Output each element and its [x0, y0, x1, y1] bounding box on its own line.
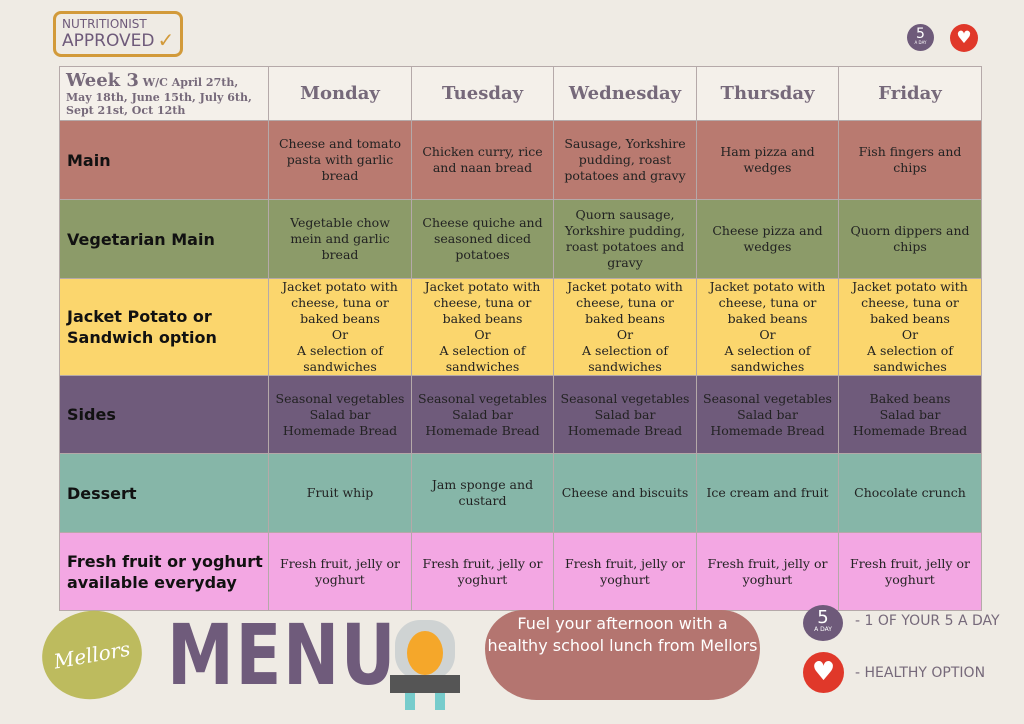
menu-cell: Cheese pizza and wedges [696, 199, 839, 279]
menu-cell: Cheese quiche and seasoned diced potatoe… [411, 199, 554, 279]
badge-line2: APPROVED [62, 31, 155, 51]
menu-cell: Vegetable chow mein and garlic bread [268, 199, 412, 279]
menu-cell: Jam sponge and custard [411, 453, 554, 533]
day-thursday: Thursday [696, 66, 839, 121]
menu-row: Jacket Potato or Sandwich option Jacket p… [59, 278, 982, 376]
menu-cell: Baked beans Salad bar Homemade Bread [838, 375, 982, 454]
legend-healthy-option: - HEALTHY OPTION [855, 665, 986, 681]
speech-bubble: Fuel your afternoon with a healthy schoo… [485, 610, 760, 700]
legend-five-label: A DAY [814, 626, 832, 633]
menu-cell: Quorn dippers and chips [838, 199, 982, 279]
mellors-logo: Mellors [35, 602, 149, 708]
day-wednesday: Wednesday [553, 66, 697, 121]
menu-cell: Seasonal vegetables Salad bar Homemade B… [553, 375, 697, 454]
row-label: Jacket Potato or Sandwich option [59, 278, 269, 376]
menu-cell: Fruit whip [268, 453, 412, 533]
week-header: Week 3 W/C April 27th, May 18th, June 15… [59, 66, 269, 121]
menu-cell: Seasonal vegetables Salad bar Homemade B… [696, 375, 839, 454]
menu-cell: Fresh fruit, jelly or yoghurt [411, 532, 554, 611]
menu-row: Main Cheese and tomato pasta with garlic … [59, 120, 982, 200]
row-label: Fresh fruit or yoghurt available everyda… [59, 532, 269, 611]
menu-row: Fresh fruit or yoghurt available everyda… [59, 532, 982, 611]
row-label: Sides [59, 375, 269, 454]
week-dates: W/C April 27th, May 18th, June 15th, Jul… [66, 75, 252, 117]
badge-line1: NUTRITIONIST [62, 17, 147, 31]
five-num: 5 [916, 26, 925, 42]
menu-cell: Jacket potato with cheese, tuna or baked… [838, 278, 982, 376]
menu-cell: Cheese and tomato pasta with garlic brea… [268, 120, 412, 200]
logo-text: Mellors [52, 636, 132, 674]
menu-cell: Fish fingers and chips [838, 120, 982, 200]
menu-cell: Chicken curry, rice and naan bread [411, 120, 554, 200]
menu-cell: Sausage, Yorkshire pudding, roast potato… [553, 120, 697, 200]
heart-icon: ♥ [950, 24, 978, 52]
day-monday: Monday [268, 66, 412, 121]
bubble-text: Fuel your afternoon with a healthy schoo… [487, 614, 758, 655]
checkmark-icon: ✓ [157, 28, 175, 52]
menu-cell: Jacket potato with cheese, tuna or baked… [553, 278, 697, 376]
row-label: Vegetarian Main [59, 199, 269, 279]
menu-cell: Fresh fruit, jelly or yoghurt [696, 532, 839, 611]
badge-line2-row: APPROVED ✓ [62, 30, 174, 50]
five-label: A DAY [914, 40, 927, 45]
menu-cell: Quorn sausage, Yorkshire pudding, roast … [553, 199, 697, 279]
menu-cell: Fresh fruit, jelly or yoghurt [838, 532, 982, 611]
menu-cell: Jacket potato with cheese, tuna or baked… [696, 278, 839, 376]
menu-row: Vegetarian Main Vegetable chow mein and g… [59, 199, 982, 279]
row-label: Main [59, 120, 269, 200]
menu-cell: Ham pizza and wedges [696, 120, 839, 200]
menu-row: Sides Seasonal vegetables Salad bar Homem… [59, 375, 982, 454]
menu-cell: Seasonal vegetables Salad bar Homemade B… [268, 375, 412, 454]
nutritionist-approved-badge: NUTRITIONIST APPROVED ✓ [53, 11, 184, 57]
day-tuesday: Tuesday [411, 66, 554, 121]
header-row: Week 3 W/C April 27th, May 18th, June 15… [59, 66, 982, 121]
day-friday: Friday [838, 66, 982, 121]
menu-table: Week 3 W/C April 27th, May 18th, June 15… [59, 66, 982, 611]
menu-cell: Jacket potato with cheese, tuna or baked… [411, 278, 554, 376]
menu-row: Dessert Fruit whip Jam sponge and custard C… [59, 453, 982, 533]
week-title: Week 3 [66, 69, 139, 91]
menu-cell: Fresh fruit, jelly or yoghurt [553, 532, 697, 611]
legend-heart-icon: ♥ [803, 652, 844, 693]
menu-cell: Fresh fruit, jelly or yoghurt [268, 532, 412, 611]
menu-cell: Seasonal vegetables Salad bar Homemade B… [411, 375, 554, 454]
menu-cell: Cheese and biscuits [553, 453, 697, 533]
menu-cell: Chocolate crunch [838, 453, 982, 533]
menu-title: MENU [167, 606, 397, 704]
robot-lightbulb-illustration [390, 620, 460, 710]
legend-five-a-day: - 1 OF YOUR 5 A DAY [855, 613, 1000, 629]
row-label: Dessert [59, 453, 269, 533]
menu-cell: Jacket potato with cheese, tuna or baked… [268, 278, 412, 376]
legend-five-num: 5 [817, 607, 829, 628]
menu-cell: Ice cream and fruit [696, 453, 839, 533]
